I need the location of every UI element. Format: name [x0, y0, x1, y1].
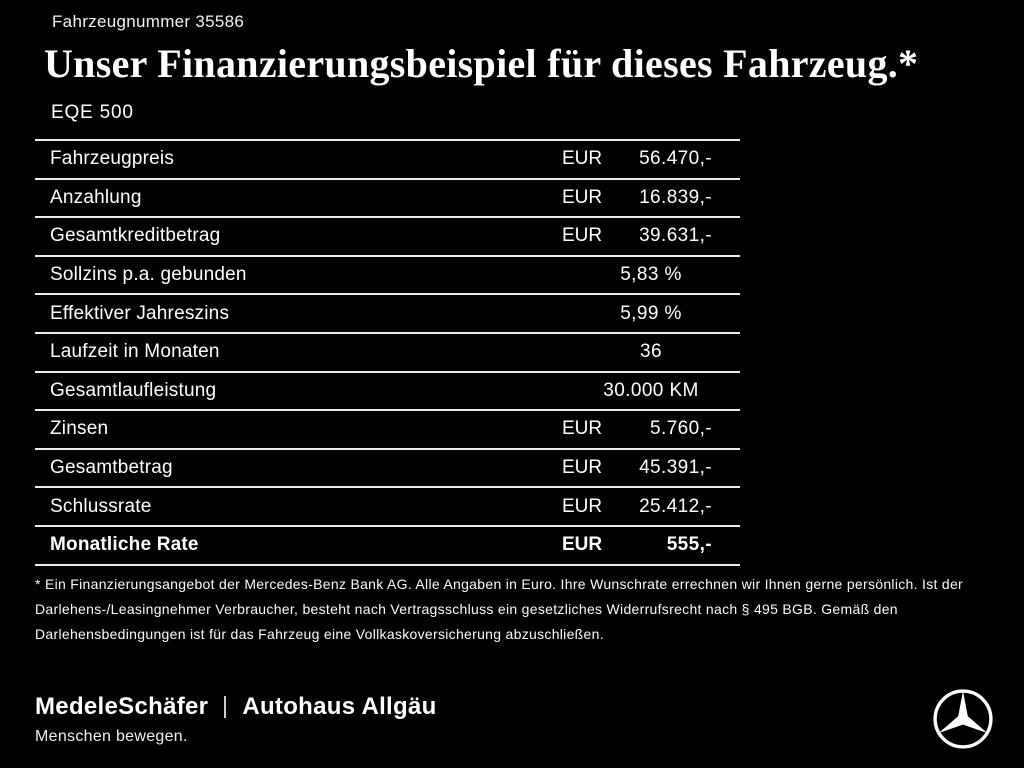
dealer-logo-medeleschaefer: MedeleSchäfer — [35, 692, 209, 720]
row-value: 5,83 % — [620, 264, 682, 286]
row-label: Gesamtkreditbetrag — [50, 225, 221, 247]
row-value: 555,- — [666, 534, 712, 556]
row-currency: EUR — [562, 186, 603, 208]
row-value: 5.760,- — [650, 418, 712, 440]
vehicle-number: Fahrzeugnummer 35586 — [52, 12, 245, 31]
row-value-area: EUR 39.631,- — [562, 225, 740, 247]
row-currency: EUR — [562, 495, 603, 517]
row-label: Zinsen — [50, 418, 109, 440]
row-value-area: EUR 45.391,- — [562, 457, 740, 479]
row-value: 16.839,- — [639, 186, 712, 208]
row-currency: EUR — [562, 457, 603, 479]
row-currency: EUR — [562, 534, 603, 556]
row-label: Effektiver Jahreszins — [50, 302, 230, 324]
footer: MedeleSchäfer Autohaus Allgäu Menschen b… — [35, 688, 994, 750]
footnote: * Ein Finanzierungsangebot der Mercedes-… — [35, 576, 964, 642]
finance-table: Fahrzeugpreis EUR 56.470,- Anzahlung EUR… — [35, 139, 740, 566]
finance-table-row: Gesamtbetrag EUR 45.391,- — [35, 450, 740, 489]
row-label: Laufzeit in Monaten — [50, 341, 220, 363]
page-title: Unser Finanzierungsbeispiel für dieses F… — [44, 41, 919, 86]
dealer-logo-autohaus-allgaeu: Autohaus Allgäu — [242, 692, 437, 720]
row-value: 30.000 KM — [603, 379, 699, 401]
finance-table-row: Laufzeit in Monaten 36 — [35, 334, 740, 373]
finance-table-row: Effektiver Jahreszins 5,99 % — [35, 295, 740, 334]
row-label: Sollzins p.a. gebunden — [50, 264, 247, 286]
row-label: Monatliche Rate — [50, 534, 199, 556]
row-value-area: EUR 16.839,- — [562, 187, 740, 209]
row-value-area: 36 — [562, 341, 740, 363]
finance-table-row: Gesamtkreditbetrag EUR 39.631,- — [35, 218, 740, 257]
row-value: 5,99 % — [620, 302, 682, 324]
finance-table-row: Schlussrate EUR 25.412,- — [35, 488, 740, 527]
vehicle-model: EQE 500 — [51, 102, 134, 123]
finance-table-row: Fahrzeugpreis EUR 56.470,- — [35, 141, 740, 180]
row-value-area: EUR 5.760,- — [562, 418, 740, 440]
row-label: Schlussrate — [50, 495, 152, 517]
row-value-area: EUR 555,- — [562, 534, 740, 556]
row-currency: EUR — [562, 418, 603, 440]
row-label: Anzahlung — [50, 186, 142, 208]
dealer-tagline: Menschen bewegen. — [35, 727, 188, 745]
row-value: 56.470,- — [639, 148, 712, 170]
row-value-area: 30.000 KM — [562, 380, 740, 402]
row-label: Gesamtbetrag — [50, 457, 173, 479]
finance-table-row: Zinsen EUR 5.760,- — [35, 411, 740, 450]
row-currency: EUR — [562, 225, 603, 247]
row-label: Gesamtlaufleistung — [50, 379, 217, 401]
row-value: 36 — [640, 341, 662, 363]
row-value-area: EUR 25.412,- — [562, 496, 740, 518]
row-value: 39.631,- — [639, 225, 712, 247]
row-value-area: EUR 56.470,- — [562, 148, 740, 170]
row-value: 45.391,- — [639, 457, 712, 479]
row-value-area: 5,83 % — [562, 264, 740, 286]
row-label: Fahrzeugpreis — [50, 148, 175, 170]
finance-table-row: Monatliche Rate EUR 555,- — [35, 527, 740, 566]
row-value: 25.412,- — [639, 495, 712, 517]
row-currency: EUR — [562, 148, 603, 170]
row-value-area: 5,99 % — [562, 303, 740, 325]
mercedes-star-icon — [932, 688, 994, 750]
finance-table-row: Anzahlung EUR 16.839,- — [35, 180, 740, 219]
dealer-block: MedeleSchäfer Autohaus Allgäu Menschen b… — [35, 693, 437, 746]
dealer-logos: MedeleSchäfer Autohaus Allgäu — [35, 693, 437, 721]
logo-divider — [224, 695, 227, 718]
finance-table-row: Sollzins p.a. gebunden 5,83 % — [35, 257, 740, 296]
finance-table-row: Gesamtlaufleistung 30.000 KM — [35, 373, 740, 412]
